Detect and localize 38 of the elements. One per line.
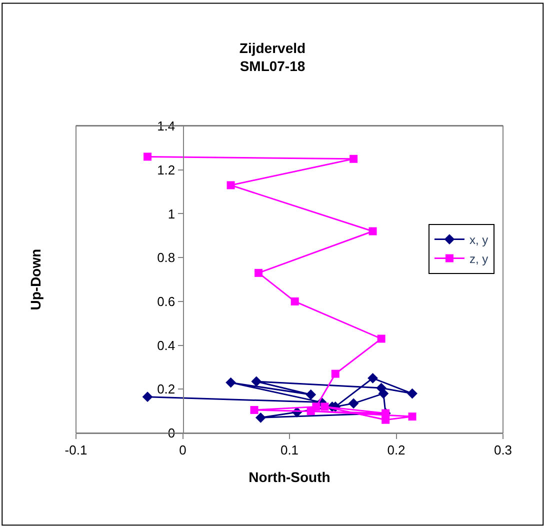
point	[407, 388, 418, 399]
y-tick-label: 0.8	[157, 250, 176, 266]
point	[306, 389, 316, 400]
point	[254, 268, 263, 277]
y-tick-label: 0.2	[157, 382, 176, 397]
x-axis-title: North-South	[248, 468, 330, 485]
point	[226, 181, 235, 190]
point	[226, 377, 236, 388]
point	[290, 297, 299, 306]
point	[377, 334, 386, 343]
chart-title: Zijderveld SML07-18	[239, 40, 306, 74]
point	[255, 412, 266, 423]
point	[331, 370, 340, 378]
point	[368, 372, 378, 384]
y-tick-label: 0.6	[157, 294, 176, 309]
point	[306, 407, 315, 416]
point	[378, 388, 389, 399]
y-tick-label: 1.2	[157, 162, 176, 178]
point	[142, 392, 153, 402]
x-tick-label: 0.3	[494, 442, 512, 458]
y-tick-label: 1	[168, 206, 176, 222]
x-tick-label: -0.1	[64, 442, 88, 458]
x-tick-label: 0.1	[280, 442, 299, 458]
legend-label: x, y	[469, 232, 488, 247]
point	[408, 412, 416, 421]
point	[144, 152, 152, 161]
point	[320, 402, 329, 411]
x-tick-label: 0	[179, 442, 186, 458]
point	[368, 227, 377, 236]
y-tick-label: 0.4	[157, 338, 176, 353]
point	[250, 406, 258, 414]
point	[251, 376, 262, 387]
point	[348, 398, 359, 409]
point	[350, 154, 358, 163]
point	[382, 416, 390, 424]
x-tick-label: 0.2	[387, 442, 406, 458]
legend-label: z, y	[469, 252, 488, 266]
y-axis-title: Up-Down	[27, 248, 44, 310]
